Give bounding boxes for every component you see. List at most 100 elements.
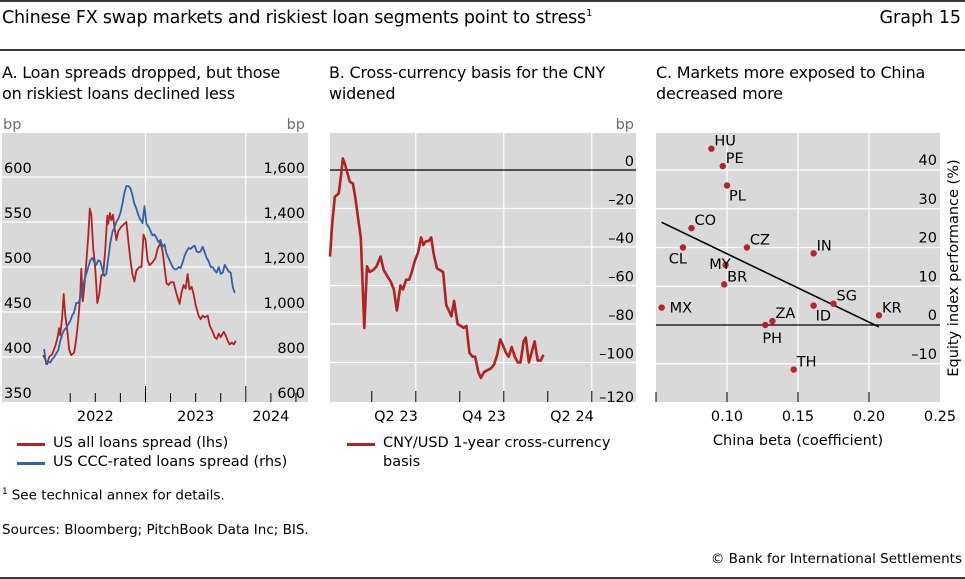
scatter-point-za <box>769 317 776 325</box>
y-tick-label: 10 <box>919 269 937 285</box>
x-tick-label: 0.10 <box>711 409 743 425</box>
scatter-point-mx <box>658 304 665 311</box>
point-label-co: CO <box>695 213 717 229</box>
y-right-tick-label: 1,200 <box>263 251 305 267</box>
y-tick-label: 30 <box>919 192 937 208</box>
legend-item-us-ccc-loans: US CCC-rated loans spread (rhs) <box>17 453 287 472</box>
legend-label-line-1: CNY/USD 1-year cross-currency <box>383 435 611 451</box>
scatter-point-in <box>810 250 817 257</box>
y-left-tick-label: 550 <box>4 206 32 222</box>
y-axis-label: Equity index performance (%) <box>946 159 962 376</box>
graph-number: Graph 15 <box>879 8 961 28</box>
series-us-all-loans-line <box>42 207 237 366</box>
point-label-in: IN <box>817 238 832 254</box>
panel-a-title-line-1: A. Loan spreads dropped, but those <box>2 63 281 82</box>
header-rule <box>0 49 965 51</box>
y-left-tick-label: 400 <box>4 341 32 357</box>
y-tick-label: –80 <box>608 308 634 324</box>
point-label-my: MY <box>709 257 731 273</box>
scatter-point-br <box>720 281 728 288</box>
y-tick-label: 20 <box>919 231 937 247</box>
series-cny-usd-basis-line <box>328 157 545 380</box>
scatter-point-co <box>688 224 695 232</box>
x-tick-label: Q4 23 <box>462 409 506 425</box>
point-label-id: ID <box>816 309 831 325</box>
y-tick-label: 0 <box>625 154 634 170</box>
x-tick-label: 2023 <box>177 409 214 425</box>
x-tick-label: 0.15 <box>782 409 814 425</box>
series-us-ccc-loans-line <box>43 185 236 365</box>
panel-a-title: A. Loan spreads dropped, but those on ri… <box>2 62 280 104</box>
y-left-unit-label: bp <box>3 117 21 133</box>
panel-b-title: B. Cross-currency basis for the CNY wide… <box>329 62 605 104</box>
scatter-point-cz <box>743 244 751 251</box>
legend-item-cny-usd-basis: CNY/USD 1-year cross-currency basis <box>347 434 610 472</box>
y-tick-label: 0 <box>928 308 937 324</box>
scatter-point-cl <box>679 244 687 251</box>
x-tick-label: 0.25 <box>924 409 956 425</box>
panel-c-chart: 0.10 0.15 0.20 0.25 –10 0 10 20 30 40 China beta (… <box>655 133 962 449</box>
footnote-marker: 1 <box>2 487 8 497</box>
panel-c-title: C. Markets more exposed to China decreas… <box>656 62 925 104</box>
scatter-point-kr <box>875 312 883 319</box>
legend-label: US CCC-rated loans spread (rhs) <box>53 454 288 470</box>
point-label-br: BR <box>727 269 747 285</box>
y-tick-label: –40 <box>608 231 634 247</box>
point-label-hu: HU <box>714 134 736 150</box>
point-label-th: TH <box>796 355 817 371</box>
title-footnote-marker: 1 <box>585 8 593 20</box>
legend-item-us-all-loans: US all loans spread (lhs) <box>17 434 287 453</box>
panel-a-legend: US all loans spread (lhs) US CCC-rated l… <box>17 434 287 472</box>
y-left-tick-label: 500 <box>4 251 32 267</box>
scatter-point-id <box>810 302 817 309</box>
panel-b-legend: CNY/USD 1-year cross-currency basis <box>347 434 610 472</box>
legend-label: US all loans spread (lhs) <box>53 435 229 451</box>
y-right-tick-label: 800 <box>277 341 305 357</box>
y-tick-label: –10 <box>911 347 937 363</box>
y-left-tick-label: 450 <box>4 296 32 312</box>
sources: Sources: Bloomberg; PitchBook Data Inc; … <box>2 522 309 538</box>
x-tick-label: 2024 <box>252 409 289 425</box>
y-tick-label: –20 <box>608 193 634 209</box>
y-right-tick-label: 1,400 <box>263 206 305 222</box>
panel-b-title-line-2: widened <box>329 84 396 103</box>
regression-line <box>661 221 880 328</box>
scatter-point-hu <box>708 145 715 152</box>
top-rule <box>0 0 965 2</box>
scatter-point-ph <box>762 321 769 329</box>
point-label-cl: CL <box>669 252 687 268</box>
point-label-kr: KR <box>882 300 902 316</box>
y-tick-label: 40 <box>919 153 937 169</box>
y-left-tick-label: 350 <box>4 386 32 402</box>
panel-a-title-line-2: on riskiest loans declined less <box>2 84 235 103</box>
panel-b-title-line-1: B. Cross-currency basis for the CNY <box>329 63 606 82</box>
blue-line-swatch-icon <box>17 462 45 465</box>
x-tick-label: 2022 <box>77 409 114 425</box>
y-tick-label: –120 <box>599 390 634 406</box>
y-right-tick-label: 600 <box>277 386 305 402</box>
red-line-swatch-icon <box>347 443 375 446</box>
point-label-pe: PE <box>726 151 744 167</box>
scatter-point-pe <box>719 162 726 170</box>
y-tick-label: –60 <box>608 270 634 286</box>
legend-label-line-2: basis <box>383 454 421 470</box>
footnote-text: See technical annex for details. <box>11 487 225 504</box>
y-left-tick-label: 600 <box>4 161 32 177</box>
panel-c-title-line-2: decreased more <box>656 84 783 103</box>
y-unit-label: bp <box>616 117 634 133</box>
scatter-point-th <box>790 366 797 373</box>
x-tick-label: Q2 23 <box>374 409 418 425</box>
footnote: 1 See technical annex for details. <box>2 487 225 504</box>
scatter-point-pl <box>723 182 731 189</box>
panel-c-title-line-1: C. Markets more exposed to China <box>656 63 926 82</box>
point-label-mx: MX <box>670 301 693 317</box>
graph-title-text: Chinese FX swap markets and riskiest loa… <box>2 8 586 28</box>
scatter-point-my <box>722 261 729 269</box>
red-line-swatch-icon <box>17 443 45 446</box>
point-label-za: ZA <box>775 306 795 322</box>
plot-area <box>330 133 636 402</box>
panel-a-chart: 350 400 450 500 550 600 600 800 1,000 1,200 1,400 1… <box>2 117 308 425</box>
point-label-pl: PL <box>729 189 746 205</box>
y-right-tick-label: 1,600 <box>263 161 305 177</box>
